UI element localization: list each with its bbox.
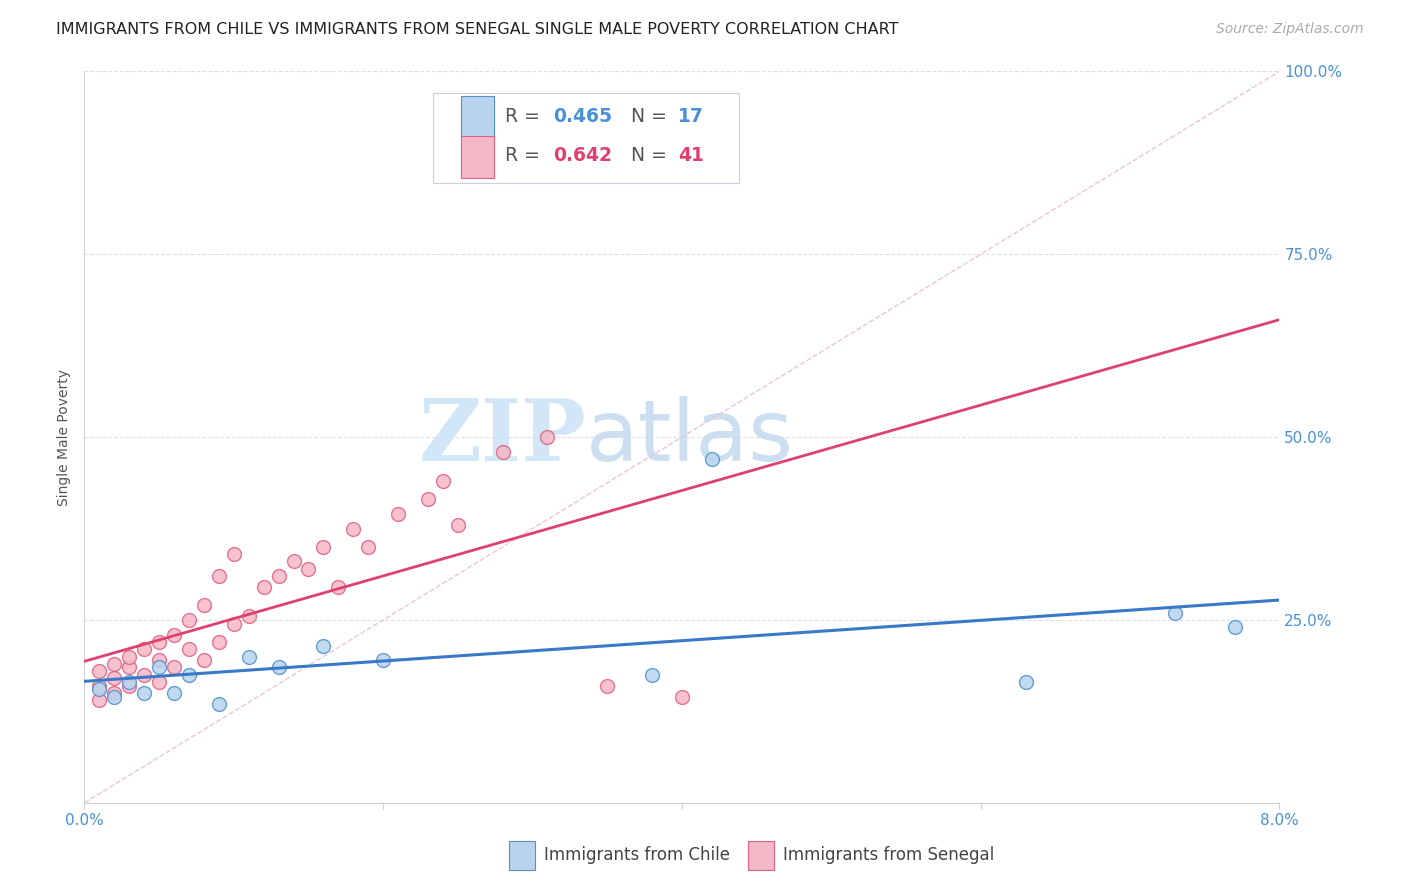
Text: R =: R = [505, 107, 546, 126]
Text: N =: N = [630, 146, 672, 165]
Point [492, 444, 515, 458]
Point [387, 507, 409, 521]
Point [103, 657, 125, 671]
Point [163, 686, 186, 700]
FancyBboxPatch shape [433, 93, 740, 183]
Point [103, 690, 125, 704]
Point [671, 690, 693, 704]
Point [342, 521, 364, 535]
Point [238, 609, 260, 624]
Text: 17: 17 [678, 107, 704, 126]
Point [103, 672, 125, 686]
Point [432, 474, 454, 488]
Point [163, 627, 186, 641]
Point [1164, 606, 1187, 620]
Text: 0.465: 0.465 [553, 107, 612, 126]
Point [89, 682, 111, 697]
Point [416, 492, 439, 507]
Point [148, 675, 170, 690]
Point [312, 540, 335, 554]
Point [89, 693, 111, 707]
Text: Source: ZipAtlas.com: Source: ZipAtlas.com [1216, 22, 1364, 37]
Point [177, 613, 200, 627]
Point [208, 569, 231, 583]
Point [118, 660, 141, 674]
FancyBboxPatch shape [461, 96, 495, 139]
Point [253, 580, 276, 594]
Point [1223, 620, 1246, 634]
Point [148, 660, 170, 674]
FancyBboxPatch shape [748, 841, 773, 870]
Point [208, 697, 231, 711]
Point [238, 649, 260, 664]
Point [132, 667, 156, 681]
Point [447, 517, 470, 532]
Text: Immigrants from Chile: Immigrants from Chile [544, 847, 731, 864]
Text: ZIP: ZIP [419, 395, 586, 479]
Text: 0.642: 0.642 [553, 146, 612, 165]
FancyBboxPatch shape [509, 841, 534, 870]
Point [267, 660, 290, 674]
Point [267, 569, 290, 583]
Point [357, 540, 380, 554]
FancyBboxPatch shape [461, 136, 495, 178]
Point [312, 639, 335, 653]
Point [222, 547, 245, 561]
Point [373, 653, 395, 667]
Point [89, 679, 111, 693]
Point [118, 675, 141, 690]
Y-axis label: Single Male Poverty: Single Male Poverty [58, 368, 72, 506]
Point [193, 653, 215, 667]
Point [283, 554, 305, 568]
Point [132, 642, 156, 657]
Point [118, 679, 141, 693]
Text: IMMIGRANTS FROM CHILE VS IMMIGRANTS FROM SENEGAL SINGLE MALE POVERTY CORRELATION: IMMIGRANTS FROM CHILE VS IMMIGRANTS FROM… [56, 22, 898, 37]
Point [118, 649, 141, 664]
Text: Immigrants from Senegal: Immigrants from Senegal [783, 847, 994, 864]
Point [208, 635, 231, 649]
Point [148, 635, 170, 649]
Point [89, 664, 111, 678]
Point [163, 660, 186, 674]
Point [596, 679, 619, 693]
Text: R =: R = [505, 146, 546, 165]
Point [297, 562, 319, 576]
Point [148, 653, 170, 667]
Point [328, 580, 350, 594]
Point [193, 599, 215, 613]
Point [536, 430, 558, 444]
Text: 41: 41 [678, 146, 704, 165]
Text: N =: N = [630, 107, 672, 126]
Text: atlas: atlas [586, 395, 794, 479]
Point [103, 686, 125, 700]
Point [641, 667, 664, 681]
Point [177, 667, 200, 681]
Point [177, 642, 200, 657]
Point [1014, 675, 1036, 690]
Point [700, 452, 723, 467]
Point [132, 686, 156, 700]
Point [222, 616, 245, 631]
